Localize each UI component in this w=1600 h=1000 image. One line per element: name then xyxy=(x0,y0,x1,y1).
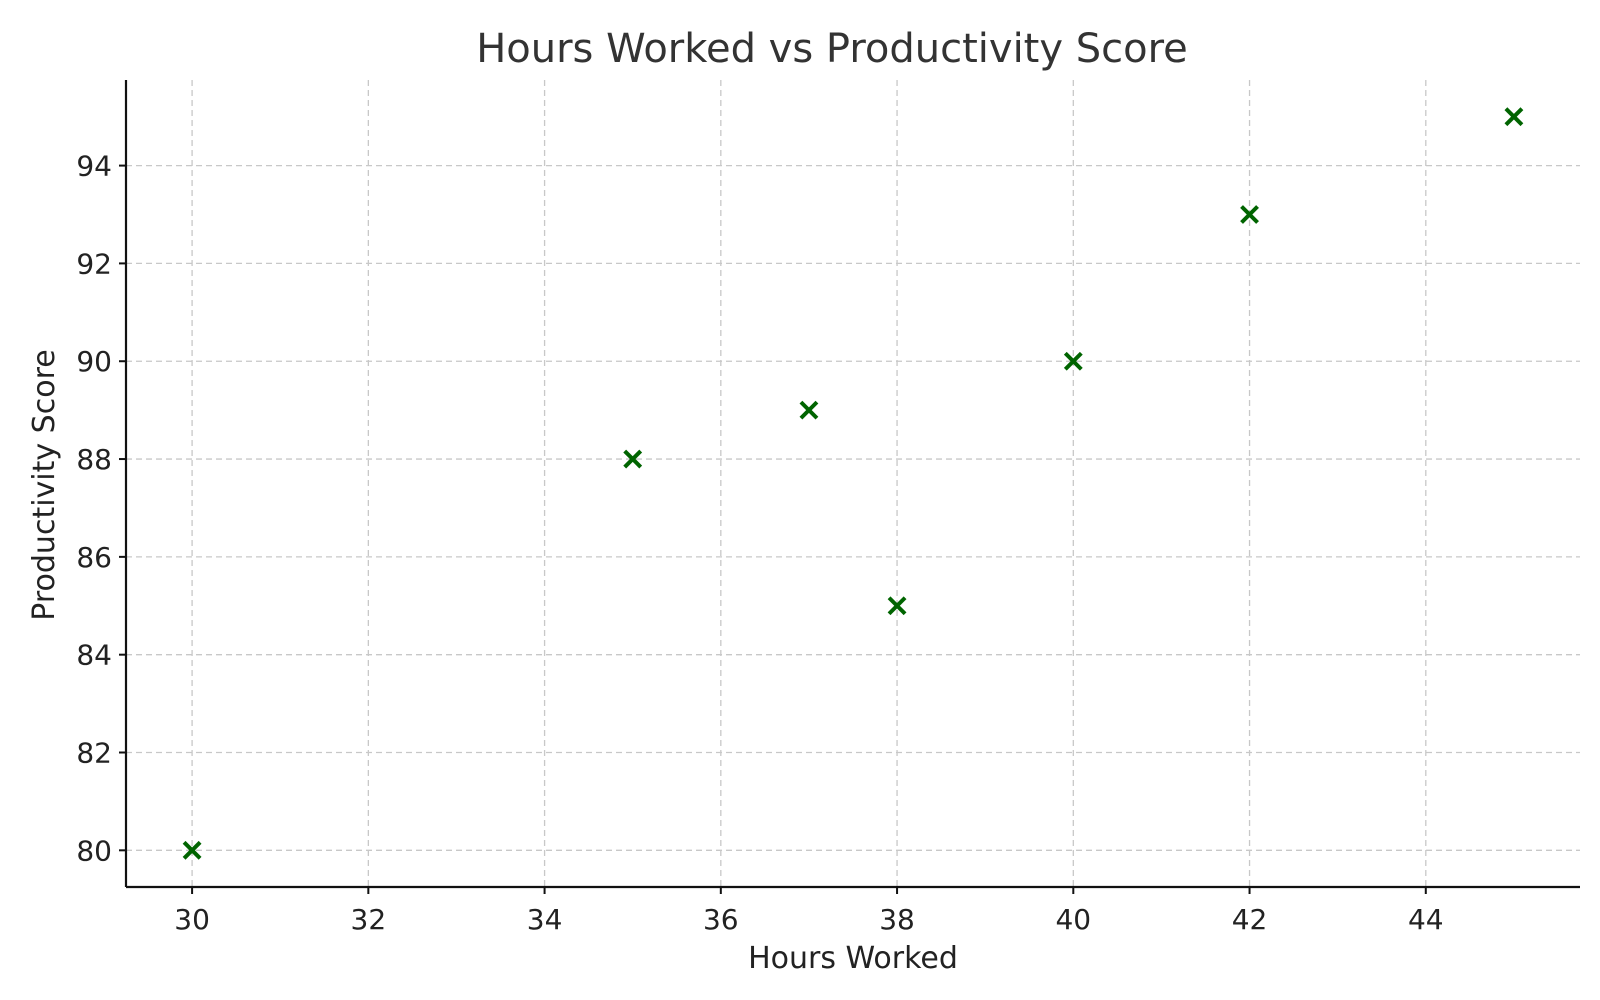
y-axis-label: Productivity Score xyxy=(27,349,62,620)
x-tick-label: 38 xyxy=(879,903,915,936)
x-tick-label: 44 xyxy=(1408,903,1444,936)
x-axis-label: Hours Worked xyxy=(748,941,958,976)
y-tick-label: 86 xyxy=(76,541,112,574)
data-point xyxy=(887,596,907,616)
data-point xyxy=(1063,351,1083,371)
x-ticks: 30 32 34 36 38 40 42 44 xyxy=(174,887,1444,936)
data-point xyxy=(799,400,819,420)
y-tick-label: 80 xyxy=(76,834,112,867)
x-tick-label: 42 xyxy=(1232,903,1268,936)
data-point xyxy=(1240,205,1259,224)
x-tick-label: 32 xyxy=(351,903,387,936)
x-tick-label: 30 xyxy=(174,903,210,936)
y-ticks: 80 82 84 86 88 90 92 94 xyxy=(76,150,126,867)
data-point xyxy=(1504,107,1524,127)
data-points xyxy=(182,107,1524,860)
y-tick-label: 92 xyxy=(76,247,112,280)
y-tick-label: 84 xyxy=(76,639,112,672)
y-tick-label: 82 xyxy=(76,737,112,770)
y-tick-label: 94 xyxy=(76,150,112,183)
data-point xyxy=(182,840,202,860)
grid xyxy=(126,80,1580,887)
x-tick-label: 40 xyxy=(1055,903,1091,936)
y-tick-label: 88 xyxy=(76,443,112,476)
y-tick-label: 90 xyxy=(76,345,112,378)
axes xyxy=(124,80,1580,889)
data-point xyxy=(623,449,643,469)
x-tick-label: 34 xyxy=(527,903,563,936)
chart-title: Hours Worked vs Productivity Score xyxy=(476,26,1188,72)
x-tick-label: 36 xyxy=(703,903,739,936)
